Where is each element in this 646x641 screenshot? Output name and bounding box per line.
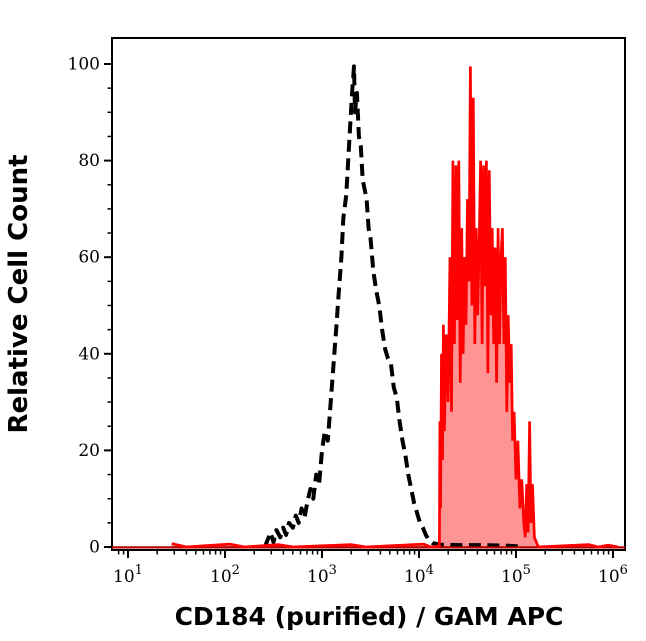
svg-text:101: 101 <box>113 563 143 587</box>
svg-text:100: 100 <box>68 55 100 75</box>
svg-text:104: 104 <box>404 563 434 587</box>
stained-histogram-curve <box>171 66 619 549</box>
negative-control-curve <box>262 64 521 549</box>
y-axis-ticks <box>104 63 112 548</box>
x-axis-ticks <box>117 550 614 558</box>
svg-text:60: 60 <box>78 248 100 268</box>
y-axis-title: Relative Cell Count <box>4 154 34 433</box>
svg-text:105: 105 <box>501 563 531 587</box>
svg-text:80: 80 <box>78 151 100 171</box>
plot-area: 101 102 103 104 105 106 0 20 40 60 80 100 <box>68 37 628 587</box>
svg-text:102: 102 <box>210 563 240 587</box>
plot-frame <box>111 37 626 551</box>
stained-histogram-fill <box>171 66 618 548</box>
svg-text:20: 20 <box>78 441 100 461</box>
svg-text:40: 40 <box>78 344 100 364</box>
svg-text:106: 106 <box>598 563 628 587</box>
x-axis-tick-labels: 101 102 103 104 105 106 <box>113 563 628 587</box>
x-axis-title: CD184 (purified) / GAM APC <box>175 602 564 631</box>
y-axis-tick-labels: 0 20 40 60 80 100 <box>68 55 100 558</box>
svg-text:0: 0 <box>89 538 100 558</box>
svg-text:103: 103 <box>307 563 337 587</box>
